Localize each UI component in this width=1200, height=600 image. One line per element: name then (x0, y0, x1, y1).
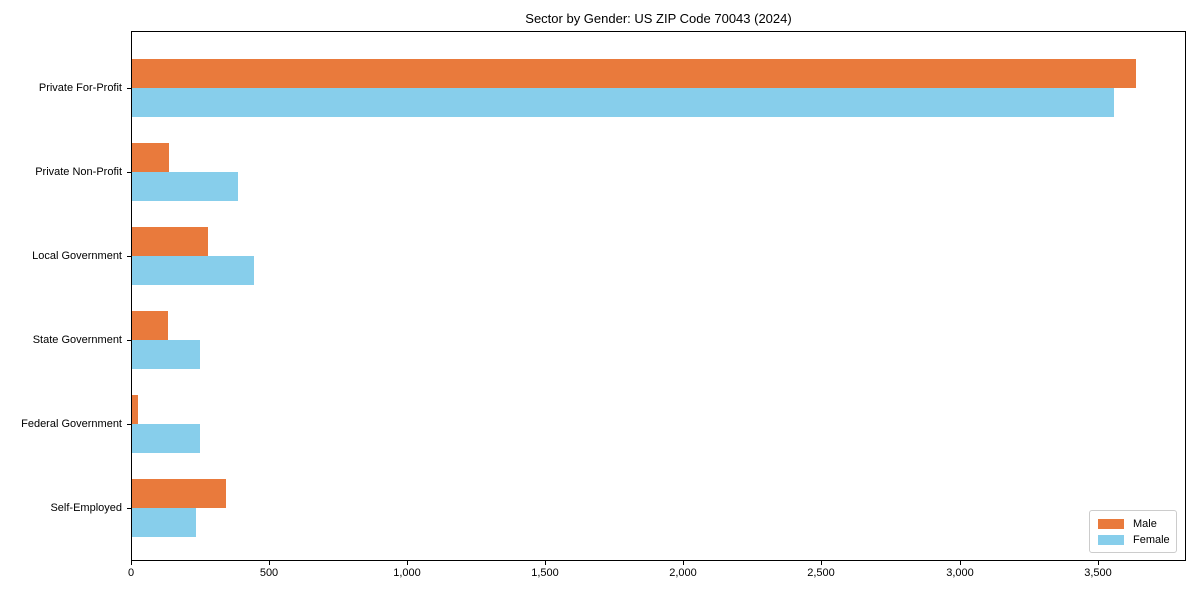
chart-title: Sector by Gender: US ZIP Code 70043 (202… (525, 11, 792, 26)
bar-female-2 (132, 172, 238, 201)
legend-label-male: Male (1133, 518, 1157, 530)
x-tick-mark (269, 561, 270, 565)
bar-male-5 (132, 395, 138, 424)
y-axis-label: Federal Government (21, 418, 122, 430)
legend-item-male: Male (1098, 517, 1168, 531)
x-tick-label: 2,500 (807, 567, 835, 579)
male-series-swatch-icon (1098, 519, 1124, 529)
y-tick-mark (127, 256, 131, 257)
bar-female-5 (132, 424, 200, 453)
x-tick-mark (545, 561, 546, 565)
y-tick-mark (127, 172, 131, 173)
y-axis-label: Local Government (32, 250, 122, 262)
bar-male-2 (132, 143, 169, 172)
x-tick-mark (1098, 561, 1099, 565)
x-tick-label: 0 (127, 567, 135, 579)
plot-area (131, 31, 1186, 561)
x-tick-mark (960, 561, 961, 565)
x-tick-label: 3,000 (946, 567, 974, 579)
y-tick-mark (127, 508, 131, 509)
bar-male-3 (132, 227, 208, 256)
y-axis-label: State Government (32, 334, 122, 346)
x-tick-label: 500 (259, 567, 279, 579)
y-tick-mark (127, 424, 131, 425)
x-tick-label: 1,000 (393, 567, 421, 579)
bar-male-4 (132, 311, 168, 340)
bar-male-1 (132, 59, 1136, 88)
x-tick-mark (131, 561, 132, 565)
x-tick-label: 2,000 (669, 567, 697, 579)
x-tick-label: 3,500 (1084, 567, 1112, 579)
bar-female-3 (132, 256, 254, 285)
legend-item-female: Female (1098, 533, 1170, 547)
x-tick-mark (407, 561, 408, 565)
bar-female-4 (132, 340, 200, 369)
y-tick-mark (127, 88, 131, 89)
x-tick-label: 1,500 (531, 567, 559, 579)
bar-female-1 (132, 88, 1114, 117)
female-series-swatch-icon (1098, 535, 1124, 545)
y-axis-label: Private Non-Profit (35, 166, 122, 178)
bar-female-6 (132, 508, 196, 537)
y-axis-label: Private For-Profit (38, 82, 122, 94)
x-tick-mark (683, 561, 684, 565)
x-tick-mark (821, 561, 822, 565)
y-tick-mark (127, 340, 131, 341)
legend: Male Female (1089, 510, 1177, 553)
y-axis-label: Self-Employed (50, 502, 122, 514)
legend-label-female: Female (1133, 534, 1170, 546)
bar-male-6 (132, 479, 226, 508)
